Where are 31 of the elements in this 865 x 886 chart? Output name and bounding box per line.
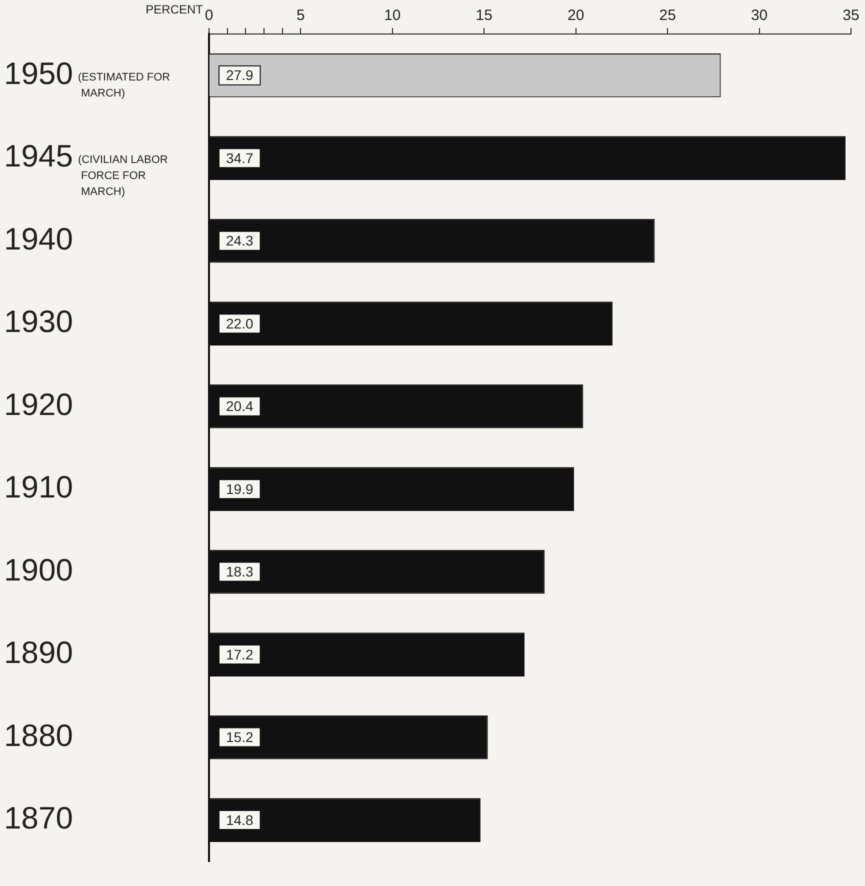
data-label: 20.4 [226, 398, 254, 414]
y-tick-label: 1930 [4, 304, 73, 340]
data-label: 17.2 [226, 646, 254, 662]
x-tick-label: 35 [842, 7, 860, 24]
y-tick-label: 1945 [4, 138, 73, 174]
data-label: 14.8 [226, 812, 254, 828]
y-tick-label: 1870 [4, 800, 73, 836]
data-label: 19.9 [226, 480, 254, 497]
y-tick-label: 1940 [4, 221, 73, 256]
y-tick-label: 1900 [4, 552, 73, 588]
data-label: 34.7 [226, 150, 254, 166]
y-tick-label: 1950 [4, 56, 73, 91]
x-tick-label: 20 [568, 7, 584, 24]
data-label: 22.0 [226, 315, 254, 332]
y-tick-label: 1910 [4, 470, 73, 505]
x-tick-label: 0 [204, 7, 214, 24]
y-tick-label: 1920 [4, 386, 73, 422]
data-label: 27.9 [226, 67, 254, 84]
text: (ESTIMATED FOR MARCH) [78, 71, 170, 100]
x-tick-label: 15 [476, 7, 492, 24]
text: (CIVILIAN LABOR FORCE FOR MARCH) [78, 154, 168, 198]
x-tick-label: 10 [384, 7, 401, 24]
y-tick-label: 1890 [4, 635, 73, 670]
x-axis-title: PERCENT [146, 2, 204, 16]
x-tick-label: 25 [659, 7, 676, 24]
data-label: 24.3 [226, 232, 254, 249]
data-label: 15.2 [226, 729, 254, 746]
y-tick-label: 1880 [4, 718, 73, 753]
data-label: 18.3 [226, 564, 254, 580]
x-tick-label: 30 [750, 7, 768, 24]
x-tick-label: 5 [296, 7, 305, 24]
